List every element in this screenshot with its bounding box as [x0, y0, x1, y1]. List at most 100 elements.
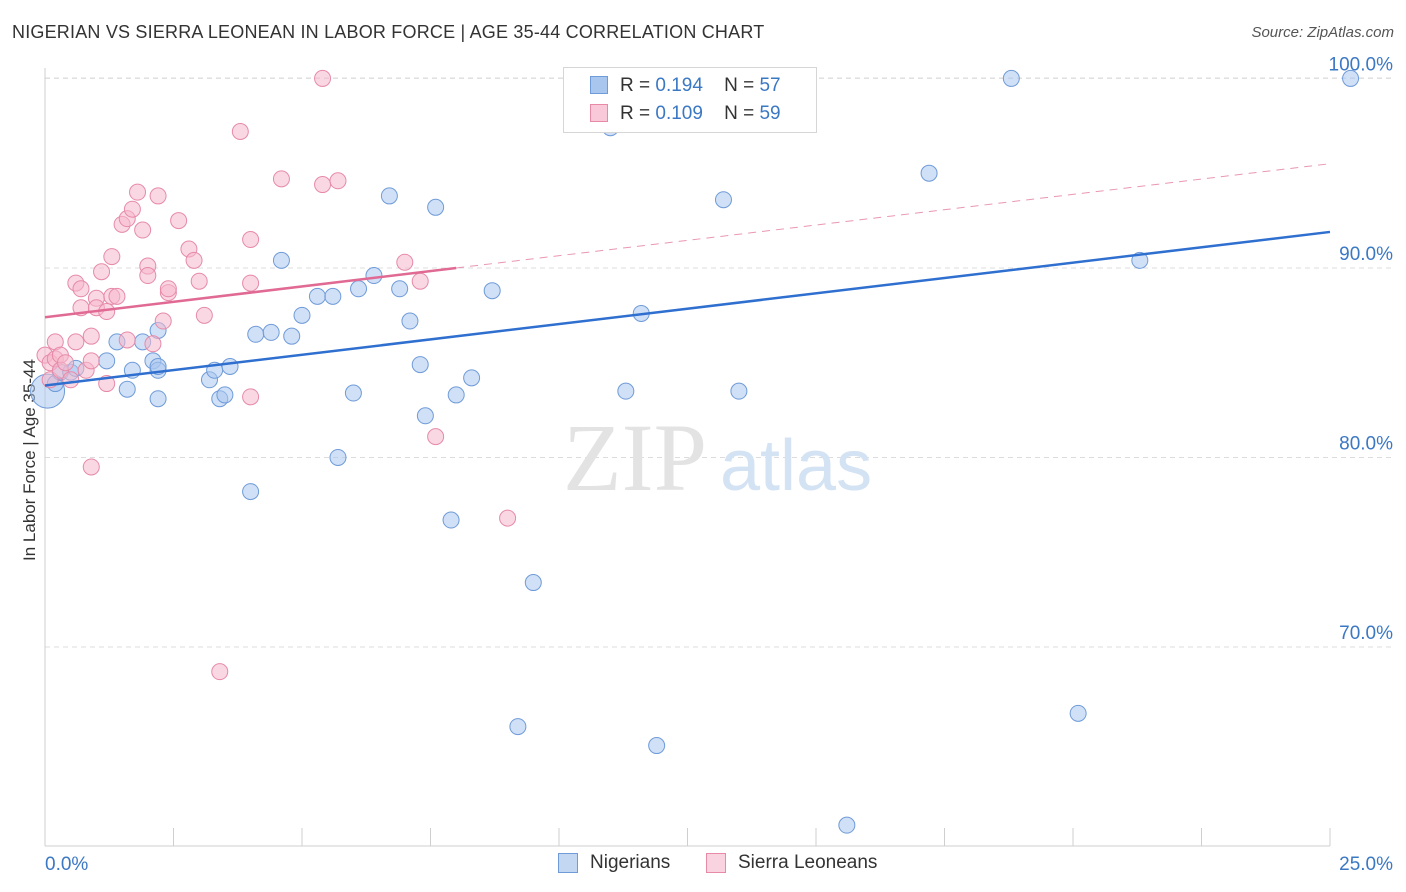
sierra-leonean-point: [242, 274, 260, 292]
nigerian-point: [329, 448, 347, 466]
nigerian-point: [221, 358, 239, 376]
legend-swatch-sierra-leoneans: [590, 104, 608, 122]
sierra-leonean-point: [129, 183, 147, 201]
legend-r-value-sierra-leoneans: 0.109: [655, 103, 703, 124]
nigerian-point: [308, 287, 326, 305]
sierra-leonean-point: [118, 331, 136, 349]
sierra-leonean-point: [190, 272, 208, 290]
nigerian-point: [442, 511, 460, 529]
sierra-leonean-point: [314, 176, 332, 194]
sierra-leonean-point: [62, 371, 80, 389]
source-label: Source: ZipAtlas.com: [1251, 24, 1394, 41]
nigerian-point: [1342, 69, 1360, 87]
axes: [44, 68, 1331, 847]
sierra-leonean-point: [411, 272, 429, 290]
nigerian-point: [1002, 69, 1020, 87]
nigerian-point: [463, 369, 481, 387]
watermark-atlas: atlas: [720, 426, 872, 506]
legend-label-nigerians: Nigerians: [590, 852, 671, 873]
sierra-leonean-point: [93, 263, 111, 281]
legend-r-label: R =: [620, 103, 651, 124]
sierra-leonean-point: [123, 200, 141, 218]
nigerian-point: [1069, 704, 1087, 722]
sierra-leonean-point: [103, 248, 121, 266]
legend-n-label: N =: [724, 103, 755, 124]
sierra-leonean-point: [82, 458, 100, 476]
nigerian-point: [216, 386, 234, 404]
nigerian-trendline: [44, 230, 1331, 387]
nigerian-point: [401, 312, 419, 330]
sierra-leonean-trendline: [44, 266, 457, 319]
sierra-leonean-point: [195, 306, 213, 324]
sierra-leonean-point: [67, 333, 85, 351]
sierra-leonean-point: [144, 335, 162, 353]
legend-row-nigerians: R = 0.194 N = 57: [620, 74, 781, 98]
nigerian-point: [272, 251, 290, 269]
legend-r-label: R =: [620, 75, 651, 96]
legend-swatch-nigerians: [558, 853, 578, 873]
sierra-leonean-point: [57, 354, 75, 372]
x-tick-label: 0.0%: [45, 854, 88, 875]
nigerian-point: [411, 356, 429, 374]
sierra-leonean-point: [134, 221, 152, 239]
sierra-leonean-point: [72, 280, 90, 298]
legend-n-label: N =: [724, 75, 755, 96]
sierra-leonean-point: [108, 287, 126, 305]
nigerian-point: [447, 386, 465, 404]
nigerian-point: [524, 574, 542, 592]
nigerian-point: [98, 352, 116, 370]
sierra-leonean-point: [329, 172, 347, 190]
sierra-leonean-point: [499, 509, 517, 527]
nigerian-point: [283, 327, 301, 345]
nigerian-point: [365, 267, 383, 285]
sierra-leonean-point: [154, 312, 172, 330]
legend-n-value-sierra-leoneans: 59: [759, 103, 781, 124]
sierra-leonean-point: [314, 69, 332, 87]
sierra-leonean-point: [427, 428, 445, 446]
legend-swatch-nigerians: [590, 76, 608, 94]
nigerian-point: [714, 191, 732, 209]
x-tick-label: 25.0%: [1339, 854, 1393, 875]
correlation-legend: R = 0.194 N = 57 R = 0.109 N = 59: [563, 67, 817, 133]
nigerian-point: [247, 325, 265, 343]
nigerian-point: [242, 483, 260, 501]
nigerian-point: [293, 306, 311, 324]
nigerian-point: [483, 282, 501, 300]
nigerian-point: [509, 718, 527, 736]
sierra-leonean-point: [272, 170, 290, 188]
watermark: ZIP atlas: [563, 404, 872, 511]
watermark-zip: ZIP: [563, 404, 707, 511]
nigerian-point: [118, 380, 136, 398]
nigerian-point: [350, 280, 368, 298]
y-tick-label: 100.0%: [1329, 54, 1394, 75]
legend-swatch-sierra-leoneans: [706, 853, 726, 873]
nigerian-point: [262, 323, 280, 341]
series-legend: Nigerians Sierra Leoneans: [0, 852, 1406, 878]
nigerian-point: [391, 280, 409, 298]
nigerian-point: [838, 816, 856, 834]
sierra-leonean-point: [82, 327, 100, 345]
sierra-leonean-trendline-extension: [456, 163, 1331, 269]
sierra-leonean-point: [149, 187, 167, 205]
legend-r-value-nigerians: 0.194: [655, 75, 703, 96]
sierra-leonean-point: [159, 280, 177, 298]
nigerian-point: [617, 382, 635, 400]
sierra-leonean-point: [211, 663, 229, 681]
legend-item-sierra-leoneans[interactable]: Sierra Leoneans: [706, 852, 877, 874]
y-tick-label: 90.0%: [1339, 244, 1393, 265]
sierra-leonean-point: [242, 231, 260, 249]
sierra-leonean-point: [242, 388, 260, 406]
nigerian-point: [730, 382, 748, 400]
chart-title: NIGERIAN VS SIERRA LEONEAN IN LABOR FORC…: [12, 22, 765, 42]
nigerian-point: [427, 198, 445, 216]
sierra-leonean-point: [185, 251, 203, 269]
tick-labels: 70.0% 80.0% 90.0% 100.0% 0.0% 25.0%: [45, 54, 1393, 875]
sierra-leonean-point: [170, 212, 188, 230]
legend-row-sierra-leoneans: R = 0.109 N = 59: [620, 102, 781, 126]
legend-n-value-nigerians: 57: [759, 75, 781, 96]
y-tick-label: 70.0%: [1339, 623, 1393, 644]
legend-item-nigerians[interactable]: Nigerians: [558, 852, 670, 874]
sierra-leonean-point: [396, 253, 414, 271]
trend-lines: [44, 163, 1331, 387]
